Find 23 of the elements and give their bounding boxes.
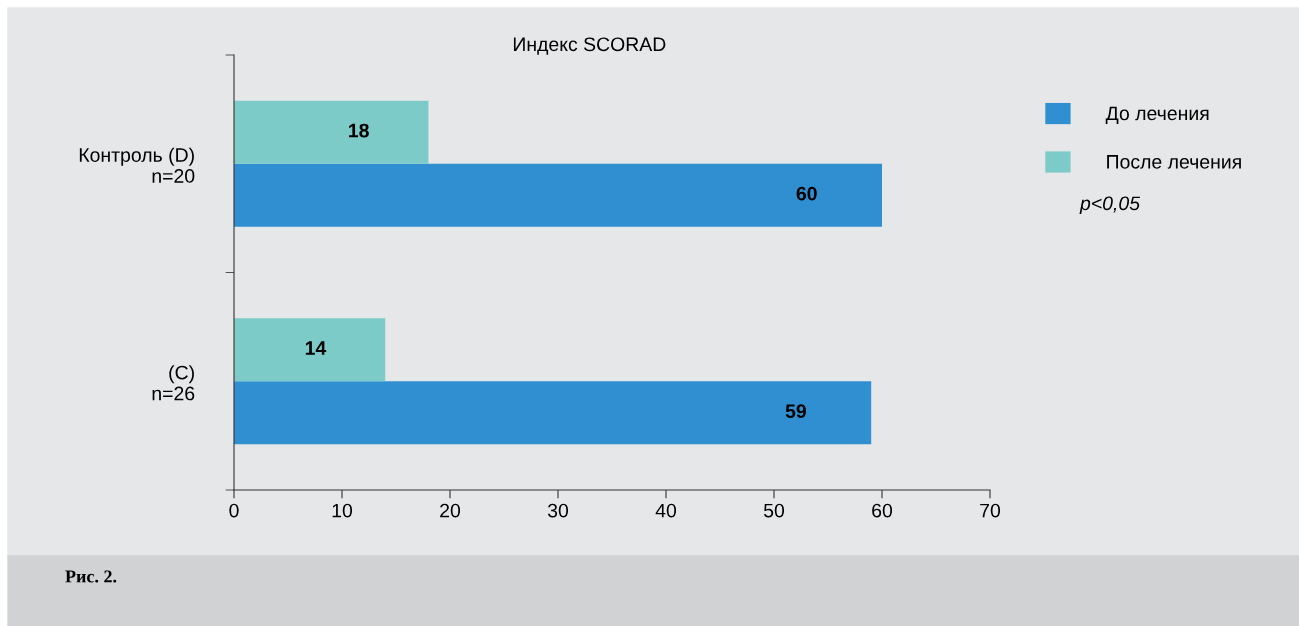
chart-title: Индекс SCORAD (513, 37, 666, 55)
x-tick-label: 10 (332, 503, 353, 518)
data-label: 18 (349, 123, 369, 138)
legend-label: До лечения (1105, 106, 1209, 124)
x-tick-label: 60 (872, 503, 893, 518)
y-tick-label: Контроль (D) n=20 (79, 147, 195, 183)
x-tick-label: 30 (547, 503, 569, 518)
x-tick-label: 20 (440, 503, 461, 518)
bar (234, 163, 882, 227)
text: Рис. 2. (65, 570, 117, 583)
data-label: 60 (796, 186, 817, 201)
data-label: 14 (305, 341, 327, 355)
x-tick-label: 0 (229, 503, 239, 518)
legend-label: После лечения (1107, 155, 1241, 169)
x-tick-label: 50 (763, 503, 785, 518)
bar (234, 100, 429, 164)
x-tick-label: 40 (655, 503, 677, 518)
text: p<0,05 (1079, 196, 1141, 215)
x-tick-label: 70 (980, 503, 1001, 518)
data-label: 59 (785, 404, 806, 419)
bar (234, 318, 386, 382)
y-tick-label: (C) n=26 (152, 365, 195, 401)
bar (234, 381, 872, 445)
